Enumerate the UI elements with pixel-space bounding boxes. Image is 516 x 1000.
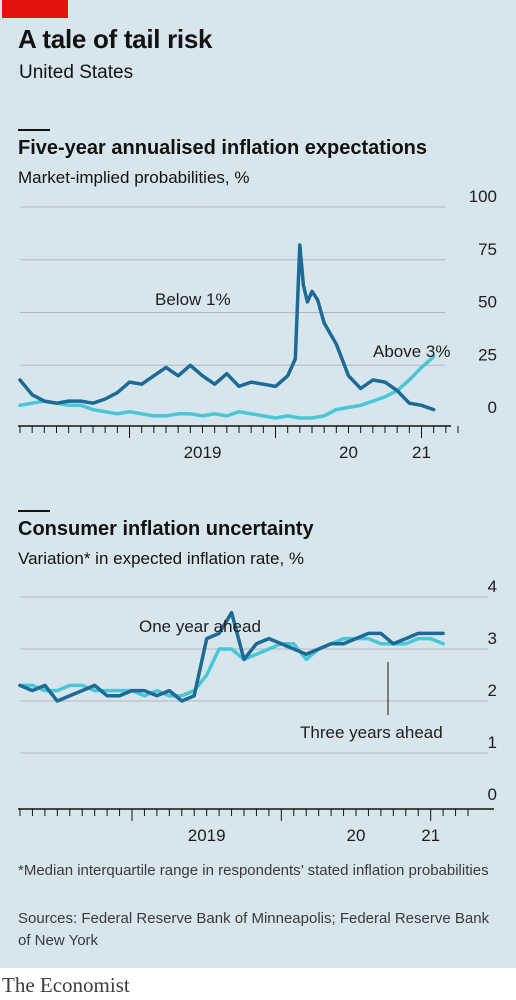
chart1-x-tick-label: 21 — [412, 443, 431, 462]
page-title: A tale of tail risk — [18, 24, 213, 54]
chart2-rule — [18, 510, 50, 512]
chart2-series-three-years-ahead — [18, 636, 445, 698]
chart1-y-tick-label: 50 — [478, 293, 497, 312]
chart-panel — [0, 0, 516, 968]
chart1-y-tick-label: 100 — [469, 187, 497, 206]
chart2-y-tick-label: 1 — [488, 733, 497, 752]
footnote: *Median interquartile range in responden… — [18, 862, 489, 879]
brand-wordmark: The Economist — [2, 973, 130, 997]
chart1-x-tick-label: 20 — [339, 443, 358, 462]
chart2-y-tick-label: 0 — [488, 785, 497, 804]
chart2-subtitle: Variation* in expected inflation rate, % — [18, 549, 305, 568]
chart2-x-tick-label: 20 — [347, 826, 366, 845]
chart2-y-tick-label: 4 — [488, 577, 497, 596]
chart1-rule — [18, 129, 50, 131]
chart2-series-one-year-ahead — [18, 610, 445, 703]
chart1-subtitle: Market-implied probabilities, % — [18, 168, 250, 187]
brand-red-tag — [2, 0, 68, 18]
chart2-x-tick-label: 2019 — [188, 826, 226, 845]
chart1-x-tick-label: 2019 — [184, 443, 222, 462]
chart1-title: Five-year annualised inflation expectati… — [18, 137, 428, 159]
chart2-y-tick-label: 2 — [488, 681, 497, 700]
chart1-series-above-3- — [18, 355, 436, 420]
chart2-x-tick-label: 21 — [421, 826, 440, 845]
chart1-y-tick-label: 25 — [478, 345, 497, 364]
chart1-series-label: Below 1% — [155, 290, 231, 309]
chart1-series-label: Above 3% — [373, 342, 451, 361]
chart1-y-tick-label: 75 — [478, 240, 497, 259]
chart1-series-below-1- — [18, 243, 436, 412]
page-subtitle: United States — [19, 62, 134, 83]
sources: Sources: Federal Reserve Bank of Minneap… — [18, 910, 490, 949]
chart2-series-label: One year ahead — [139, 617, 261, 636]
chart2-title: Consumer inflation uncertainty — [18, 518, 314, 540]
chart2-series-label: Three years ahead — [300, 723, 443, 742]
chart1-y-tick-label: 0 — [488, 398, 497, 417]
chart2-y-tick-label: 3 — [488, 629, 497, 648]
